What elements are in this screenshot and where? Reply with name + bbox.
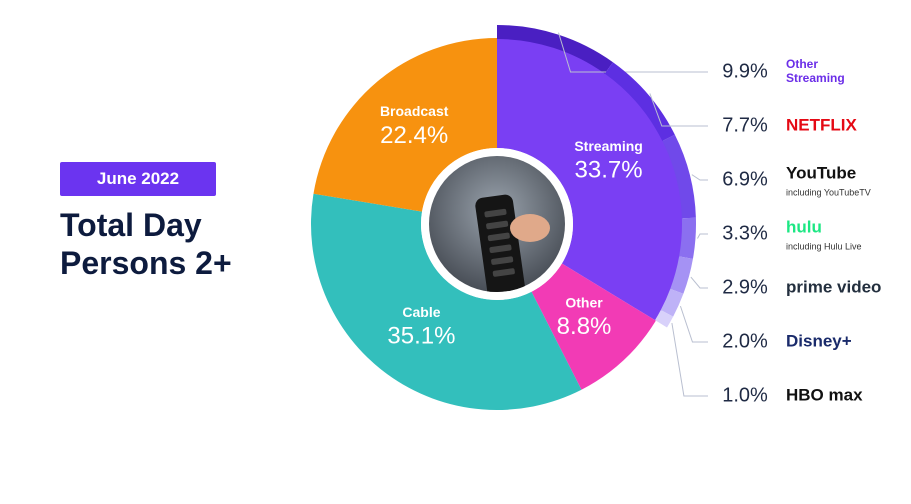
service-label: prime video xyxy=(786,277,881,296)
service-note: including YouTubeTV xyxy=(786,187,871,197)
leader-line xyxy=(697,233,708,239)
breakdown-value: 9.9% xyxy=(722,60,768,82)
remote-button xyxy=(492,268,515,277)
pie-slice xyxy=(313,38,497,212)
pie-slice xyxy=(531,263,656,390)
remote-button xyxy=(487,232,510,242)
breakdown-value: 2.9% xyxy=(722,276,768,298)
ring-segment xyxy=(604,62,675,142)
label-line: Streaming xyxy=(786,71,845,85)
leader-line xyxy=(691,174,708,181)
label-line: Other xyxy=(786,57,818,71)
slice-value: 35.1% xyxy=(387,323,455,350)
remote-button xyxy=(484,208,507,218)
remote-button xyxy=(491,256,514,265)
ring-segment xyxy=(670,256,693,294)
ring-segment xyxy=(662,134,696,219)
service-note: including Hulu Live xyxy=(786,241,862,251)
breakdown-value: 7.7% xyxy=(722,114,768,136)
service-label: hulu xyxy=(786,217,822,236)
slice-value: 33.7% xyxy=(575,157,643,184)
leader-line xyxy=(649,93,708,127)
slice-label: Broadcast xyxy=(380,103,449,119)
breakdown-value: 6.9% xyxy=(722,168,768,190)
leader-line xyxy=(679,305,708,343)
breakdown-value: 3.3% xyxy=(722,222,768,244)
service-label: Disney+ xyxy=(786,331,852,350)
ring-segment xyxy=(655,310,674,328)
service-label: YouTube xyxy=(786,163,856,182)
breakdown-value: 1.0% xyxy=(722,384,768,406)
leader-line xyxy=(690,276,708,289)
slice-label: Other xyxy=(565,295,603,311)
pie-slice xyxy=(497,38,684,321)
leader-line xyxy=(558,32,708,73)
ring-segment xyxy=(660,288,684,317)
slice-label: Cable xyxy=(402,304,440,320)
service-label: NETFLIX xyxy=(786,115,857,134)
hand xyxy=(510,214,550,242)
service-label: HBO max xyxy=(786,385,863,404)
remote-button xyxy=(489,244,512,253)
remote-button xyxy=(486,220,509,230)
remote xyxy=(475,194,550,292)
slice-value: 22.4% xyxy=(380,122,448,149)
ring-segment xyxy=(497,25,613,74)
breakdown-value: 2.0% xyxy=(722,330,768,352)
slice-label: Streaming xyxy=(574,138,642,154)
chart-title: Total Day Persons 2+ xyxy=(60,207,232,281)
date-badge: June 2022 xyxy=(60,162,216,196)
service-label: Other Streaming xyxy=(786,57,845,85)
ring-segment xyxy=(679,217,697,259)
leader-line xyxy=(671,322,708,397)
slice-value: 8.8% xyxy=(557,313,612,340)
pie-slice xyxy=(310,193,582,410)
